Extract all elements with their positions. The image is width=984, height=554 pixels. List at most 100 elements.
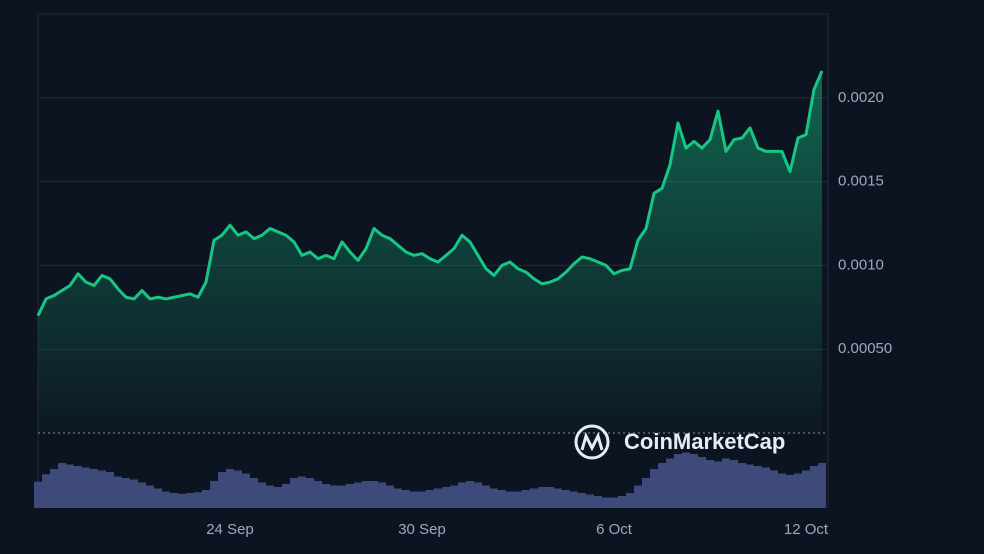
volume-bar xyxy=(554,488,562,508)
volume-bar xyxy=(114,476,122,508)
volume-bar xyxy=(650,469,658,508)
volume-bar xyxy=(186,493,194,508)
volume-bar xyxy=(42,474,50,508)
volume-bar xyxy=(154,488,162,508)
volume-bar xyxy=(578,493,586,508)
volume-bar xyxy=(50,469,58,508)
volume-bar xyxy=(178,493,186,508)
volume-bar xyxy=(810,466,818,508)
volume-bar xyxy=(258,482,266,508)
volume-bar xyxy=(602,497,610,508)
volume-bar xyxy=(546,487,554,508)
volume-bar xyxy=(682,452,690,508)
volume-bar xyxy=(746,464,754,508)
volume-bar xyxy=(298,476,306,508)
volume-bar xyxy=(530,488,538,508)
volume-bar xyxy=(138,482,146,508)
volume-bar xyxy=(410,491,418,508)
volume-bar xyxy=(370,481,378,508)
volume-bar xyxy=(450,485,458,508)
volume-bar xyxy=(658,463,666,508)
volume-bar xyxy=(442,487,450,508)
volume-bar xyxy=(762,467,770,508)
price-area xyxy=(38,70,822,433)
volume-bar xyxy=(666,458,674,508)
volume-bar xyxy=(538,487,546,508)
volume-bar xyxy=(626,493,634,508)
watermark-group: CoinMarketCap xyxy=(574,424,785,460)
volume-bar xyxy=(402,490,410,508)
volume-bar xyxy=(714,461,722,508)
volume-bar xyxy=(242,473,250,508)
y-tick-label: 0.0010 xyxy=(838,256,884,273)
volume-bar xyxy=(122,478,130,508)
volume-bar xyxy=(306,478,314,508)
volume-bar xyxy=(274,487,282,508)
volume-bar xyxy=(394,488,402,508)
volume-bar xyxy=(90,469,98,508)
volume-bar xyxy=(314,481,322,508)
volume-bar xyxy=(778,473,786,508)
volume-bar xyxy=(58,463,66,508)
watermark-logo xyxy=(574,424,610,460)
volume-bar xyxy=(730,460,738,508)
volume-bar xyxy=(98,470,106,508)
volume-bar xyxy=(338,485,346,508)
volume-bar xyxy=(770,470,778,508)
volume-bar xyxy=(170,493,178,508)
volume-bar xyxy=(426,490,434,508)
volume-bar xyxy=(130,479,138,508)
x-tick-label: 30 Sep xyxy=(398,521,446,538)
volume-bar xyxy=(266,485,274,508)
volume-bar xyxy=(754,466,762,508)
volume-bar xyxy=(282,484,290,508)
x-tick-label: 6 Oct xyxy=(596,521,633,538)
volume-bar xyxy=(586,494,594,508)
volume-bar xyxy=(234,470,242,508)
volume-bar xyxy=(562,490,570,508)
volume-bar xyxy=(802,470,810,508)
volume-bar xyxy=(738,463,746,508)
x-tick-label: 24 Sep xyxy=(206,521,254,538)
x-tick-label: 12 Oct xyxy=(784,521,829,538)
price-line xyxy=(36,70,824,317)
volume-bar xyxy=(570,491,578,508)
volume-bar xyxy=(690,454,698,508)
volume-bar xyxy=(330,485,338,508)
volume-bar xyxy=(674,454,682,508)
volume-bar xyxy=(706,460,714,508)
volume-bar xyxy=(250,478,258,508)
volume-bar xyxy=(466,481,474,508)
y-tick-label: 0.0015 xyxy=(838,173,884,190)
volume-bar xyxy=(202,490,210,508)
volume-bar xyxy=(498,490,506,508)
volume-bar xyxy=(106,472,114,508)
volume-bar xyxy=(210,481,218,508)
volume-bar xyxy=(506,491,514,508)
volume-bar xyxy=(610,497,618,508)
volume-bar xyxy=(386,485,394,508)
volume-bar xyxy=(290,478,298,508)
volume-bar xyxy=(362,481,370,508)
volume-bar xyxy=(618,496,626,508)
volume-bar xyxy=(522,490,530,508)
y-tick-label: 0.0020 xyxy=(838,89,884,106)
volume-bar xyxy=(146,485,154,508)
watermark-logo-mark xyxy=(580,431,604,452)
volume-bar xyxy=(82,467,90,508)
volume-bar xyxy=(354,482,362,508)
volume-bar xyxy=(634,485,642,508)
volume-bar xyxy=(458,482,466,508)
volume-bar xyxy=(482,485,490,508)
volume-bar xyxy=(322,484,330,508)
volume-bar xyxy=(818,463,826,508)
volume-bar xyxy=(74,466,82,508)
volume-bar xyxy=(434,488,442,508)
volume-bar xyxy=(346,484,354,508)
volume-bar xyxy=(418,491,426,508)
volume-bar xyxy=(226,469,234,508)
volume-bar xyxy=(594,496,602,508)
volume-bar xyxy=(66,464,74,508)
volume-bar xyxy=(722,458,730,508)
volume-bar xyxy=(514,491,522,508)
